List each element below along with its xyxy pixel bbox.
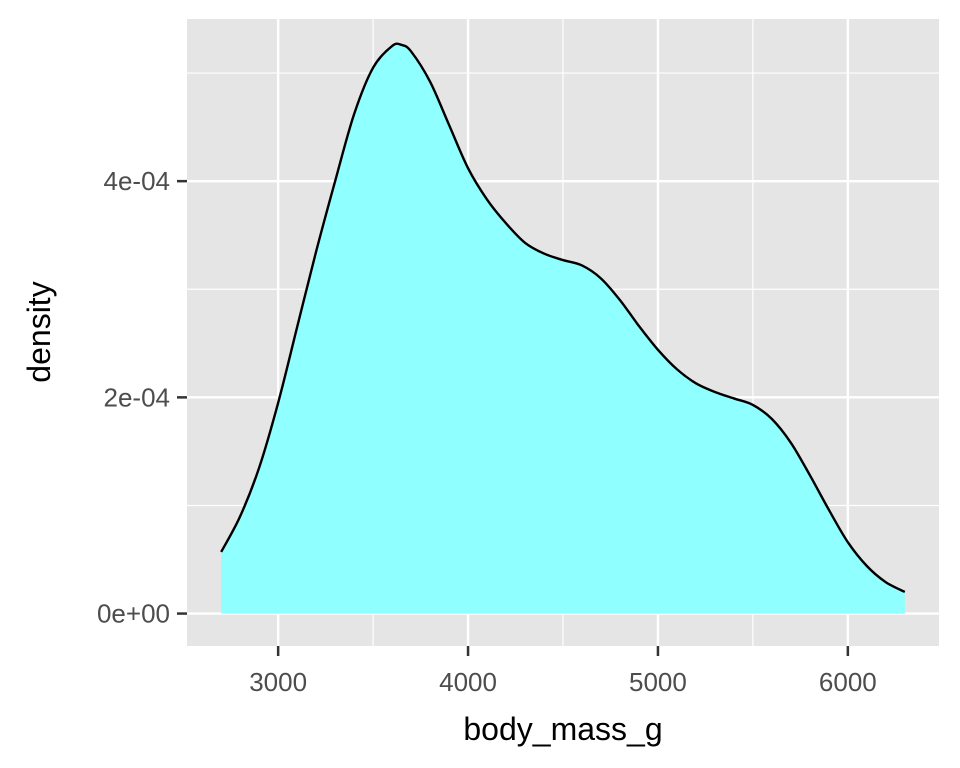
x-axis: 3000 4000 5000 6000 (249, 646, 877, 697)
x-tick-label: 3000 (249, 667, 307, 697)
x-tick-label: 5000 (629, 667, 687, 697)
y-axis-title: density (21, 281, 57, 382)
density-curve (220, 42, 906, 594)
y-axis: 0e+00 2e-04 4e-04 (97, 166, 187, 629)
x-tick-label: 4000 (439, 667, 497, 697)
y-tick-label: 4e-04 (104, 166, 171, 196)
y-tick-label: 2e-04 (104, 382, 171, 412)
y-tick-label: 0e+00 (97, 599, 170, 629)
x-axis-title: body_mass_g (463, 711, 662, 747)
x-tick-label: 6000 (819, 667, 877, 697)
density-layer (220, 42, 906, 614)
density-area (221, 43, 905, 614)
